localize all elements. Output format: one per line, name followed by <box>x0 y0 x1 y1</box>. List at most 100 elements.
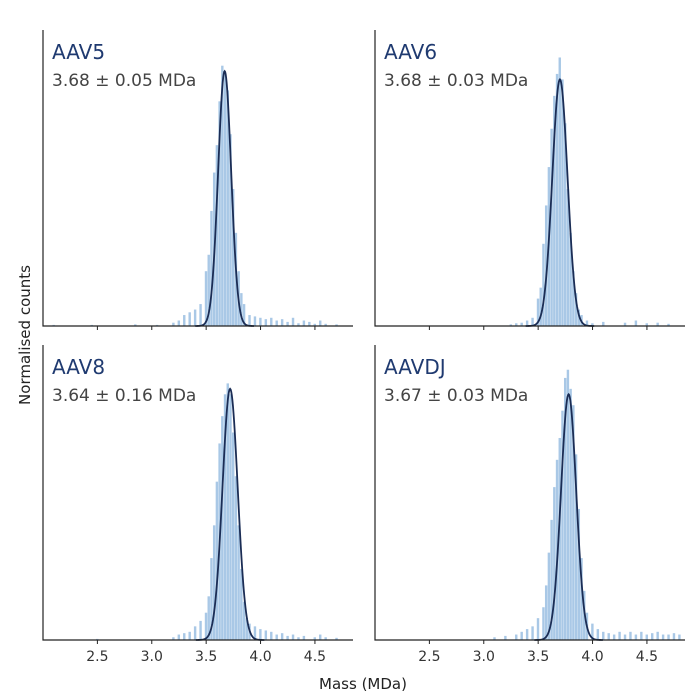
histogram-bar-aav5-7 <box>188 312 191 326</box>
histogram-bar-aav8-16 <box>229 394 232 640</box>
x-tick-label-aavdj-4: 4.5 <box>636 649 658 665</box>
histogram-bar-aav8-3 <box>183 633 186 640</box>
panel-mass-aavdj: 3.67 ± 0.03 MDa <box>384 386 528 406</box>
histogram-bar-aav6-27 <box>645 323 648 326</box>
histogram-bar-aav5-29 <box>270 317 273 326</box>
panel-aav8: 2.5 3.0 3.5 4.0 4.5 AAV8 3.64 ± 0.16 MDa <box>42 345 353 665</box>
histogram-bar-aav5-35 <box>302 320 306 326</box>
histogram-bar-aav6-23 <box>591 323 594 326</box>
x-tick-label-aavdj-0: 2.5 <box>418 649 440 665</box>
histogram-bar-aav8-10 <box>212 525 216 640</box>
histogram-bar-aav8-25 <box>259 629 262 640</box>
histogram-bar-aav5-14 <box>215 145 219 326</box>
histogram-bar-aavdj-29 <box>618 631 621 640</box>
histogram-bar-aav6-1 <box>515 323 518 326</box>
histogram-bar-aavdj-11 <box>553 487 556 640</box>
histogram-bar-aavdj-14 <box>561 410 564 640</box>
histogram-bar-aav5-5 <box>177 320 181 326</box>
histogram-bar-aav5-38 <box>319 320 322 326</box>
histogram-bar-aav6-17 <box>569 232 572 326</box>
histogram-bar-aav8-2 <box>177 634 181 640</box>
histogram-bar-aavdj-32 <box>634 634 638 640</box>
histogram-bar-aav5-17 <box>223 73 227 326</box>
histogram-aav5 <box>52 65 338 326</box>
histogram-bar-aav6-0 <box>509 324 513 326</box>
histogram-bar-aav6-10 <box>550 128 553 326</box>
histogram-bar-aavdj-26 <box>602 631 605 640</box>
histogram-bar-aav8-34 <box>313 637 316 640</box>
histogram-bar-aav6-14 <box>561 79 564 327</box>
histogram-bar-aav6-29 <box>667 323 670 326</box>
histogram-bar-aav6-25 <box>623 322 627 326</box>
panel-mass-aav6: 3.68 ± 0.03 MDa <box>384 71 528 91</box>
histogram-bar-aav5-10 <box>204 271 208 326</box>
x-tick-label-aavdj-2: 3.5 <box>527 649 549 665</box>
histogram-bar-aav8-17 <box>231 432 235 640</box>
histogram-bar-aav5-24 <box>242 304 246 326</box>
histogram-bar-aavdj-3 <box>520 631 523 640</box>
histogram-bar-aavdj-16 <box>566 369 570 640</box>
histogram-bar-aavdj-4 <box>525 629 529 640</box>
histogram-bar-aavdj-31 <box>629 631 632 640</box>
histogram-bar-aavdj-13 <box>558 437 561 640</box>
histogram-bar-aavdj-20 <box>577 508 581 640</box>
histogram-bar-aavdj-18 <box>572 405 575 640</box>
histogram-bar-aavdj-21 <box>580 558 583 640</box>
histogram-bar-aav5-39 <box>324 323 327 326</box>
histogram-bar-aav8-26 <box>264 630 268 640</box>
histogram-bar-aav5-31 <box>280 319 284 326</box>
histogram-bar-aav5-2 <box>134 324 137 326</box>
histogram-bar-aav5-6 <box>183 315 186 326</box>
histogram-bar-aav8-8 <box>207 596 210 640</box>
histogram-bar-aav5-26 <box>253 316 257 326</box>
histogram-aavdj <box>493 369 681 640</box>
histogram-bar-aavdj-0 <box>493 637 496 640</box>
histogram-bar-aav8-37 <box>335 637 338 640</box>
histogram-bar-aav5-40 <box>335 324 338 326</box>
histogram-bar-aav5-23 <box>240 293 243 326</box>
panel-mass-aav5: 3.68 ± 0.05 MDa <box>52 71 196 91</box>
histogram-bar-aav5-32 <box>286 321 289 326</box>
panel-mass-aav8: 3.64 ± 0.16 MDa <box>52 386 196 406</box>
histogram-bar-aav6-2 <box>520 322 523 326</box>
histogram-bar-aav6-28 <box>656 322 659 326</box>
histogram-bar-aav8-18 <box>234 476 238 640</box>
histogram-bar-aav6-16 <box>566 189 570 326</box>
histogram-bar-aav6-11 <box>553 95 556 326</box>
histogram-bar-aav8-5 <box>193 626 197 640</box>
histogram-bar-aav5-37 <box>313 323 316 326</box>
histogram-bar-aavdj-36 <box>656 631 659 640</box>
histogram-bar-aav8-27 <box>270 631 273 640</box>
histogram-bar-aav8-9 <box>210 558 213 640</box>
histogram-bar-aav8-28 <box>275 634 278 640</box>
histogram-bar-aav5-18 <box>226 90 229 326</box>
panel-aavdj: 2.5 3.0 3.5 4.0 4.5 AAVDJ 3.67 ± 0.03 MDa <box>374 345 685 665</box>
histogram-bar-aav6-26 <box>634 320 638 326</box>
panel-title-aav5: AAV5 <box>52 40 105 64</box>
gaussian-fit-aav6 <box>525 77 595 327</box>
x-ticks-aavdj: 2.5 3.0 3.5 4.0 4.5 <box>418 640 658 665</box>
gaussian-fit-aav8 <box>195 387 265 641</box>
histogram-bar-aav8-11 <box>215 481 219 640</box>
histogram-bar-aavdj-35 <box>651 633 654 640</box>
histogram-bar-aav8-13 <box>221 416 224 640</box>
histogram-bar-aavdj-17 <box>569 388 572 640</box>
histogram-bar-aav6-19 <box>574 293 578 326</box>
histogram-bar-aavdj-27 <box>607 633 610 640</box>
x-tick-label-aavdj-3: 4.0 <box>581 649 603 665</box>
histogram-aav6 <box>509 57 670 327</box>
panel-title-aav6: AAV6 <box>384 40 437 64</box>
histogram-bar-aav8-20 <box>240 569 243 640</box>
axes-aav8 <box>42 345 353 641</box>
histogram-bar-aav8-19 <box>237 525 240 640</box>
histogram-bar-aav5-36 <box>308 321 311 326</box>
histogram-bar-aav6-18 <box>572 271 575 326</box>
histogram-bar-aav6-15 <box>563 123 567 327</box>
histogram-bar-aav6-3 <box>525 320 529 326</box>
histogram-bar-aav6-22 <box>585 320 589 326</box>
axes-aavdj <box>374 345 685 641</box>
histogram-bar-aav6-6 <box>539 287 542 326</box>
histogram-bar-aav6-20 <box>577 309 581 326</box>
histogram-bar-aav8-21 <box>242 601 246 640</box>
y-axis-label: Normalised counts <box>16 265 34 405</box>
